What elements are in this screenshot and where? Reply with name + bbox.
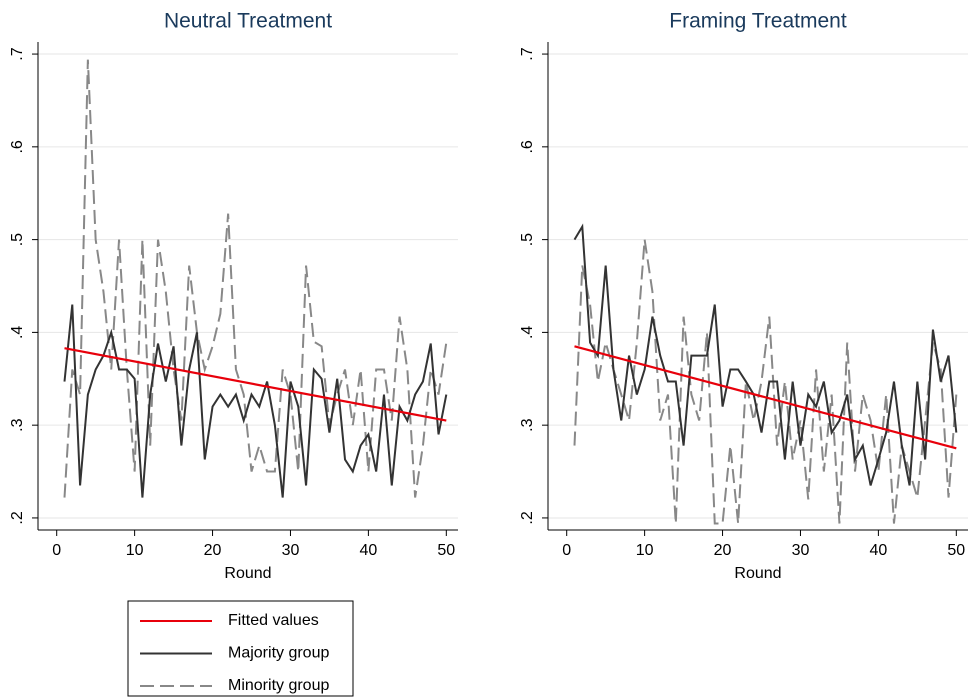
x-tick-label: 40 (359, 542, 377, 559)
y-tick-label: .7 (9, 47, 26, 60)
y-tick-label: .2 (519, 511, 536, 524)
x-tick-label: 30 (792, 542, 810, 559)
chart-title: Neutral Treatment (164, 10, 332, 33)
x-tick-label: 50 (947, 542, 965, 559)
y-tick-label: .6 (519, 140, 536, 153)
x-tick-label: 20 (714, 542, 732, 559)
y-tick-label: .3 (519, 418, 536, 431)
series-line (574, 345, 957, 450)
series-line (573, 239, 958, 525)
x-tick-label: 0 (562, 542, 571, 559)
y-tick-label: .4 (519, 326, 536, 339)
legend-label: Fitted values (228, 612, 319, 629)
y-tick-label: .5 (9, 233, 26, 246)
y-tick-label: .3 (9, 418, 26, 431)
x-axis-label: Round (224, 565, 271, 582)
y-tick-label: .4 (9, 326, 26, 339)
x-tick-label: 50 (437, 542, 455, 559)
x-tick-label: 40 (869, 542, 887, 559)
y-tick-label: .2 (9, 511, 26, 524)
y-tick-label: .6 (9, 140, 26, 153)
y-tick-label: .5 (519, 233, 536, 246)
legend-box (127, 600, 354, 697)
chart-title: Framing Treatment (669, 10, 847, 33)
x-tick-label: 10 (126, 542, 144, 559)
x-tick-label: 30 (282, 542, 300, 559)
series-line (63, 59, 448, 498)
legend-label: Minority group (228, 677, 329, 694)
x-tick-label: 20 (204, 542, 222, 559)
x-tick-label: 10 (636, 542, 654, 559)
x-axis-label: Round (734, 565, 781, 582)
series-line (573, 223, 958, 486)
y-tick-label: .7 (519, 47, 536, 60)
legend-label: Majority group (228, 645, 329, 662)
x-tick-label: 0 (52, 542, 61, 559)
series-line (64, 347, 447, 422)
